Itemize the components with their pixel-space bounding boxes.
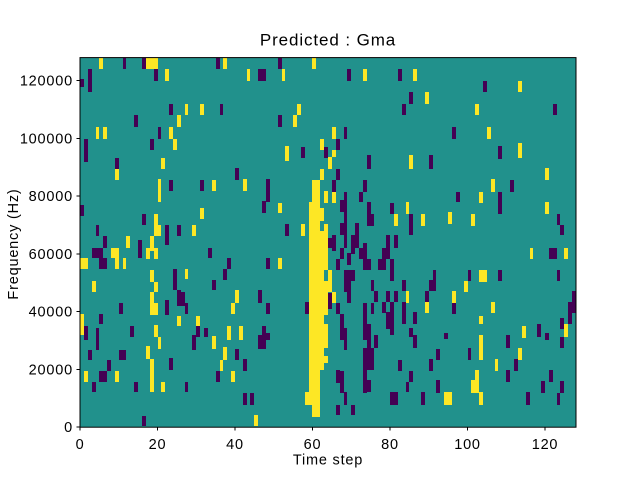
svg-text:80000: 80000 [29,189,73,205]
svg-text:120: 120 [532,437,559,453]
svg-text:0: 0 [64,420,73,436]
svg-text:60000: 60000 [29,247,73,263]
svg-text:Frequency (Hz): Frequency (Hz) [6,188,22,299]
svg-text:20000: 20000 [29,362,73,378]
svg-text:20: 20 [149,437,167,453]
svg-text:100000: 100000 [20,131,73,147]
svg-text:Time step: Time step [293,453,363,469]
svg-text:40000: 40000 [29,305,73,321]
svg-text:100: 100 [454,437,481,453]
svg-text:Predicted : Gma: Predicted : Gma [260,31,396,50]
svg-text:0: 0 [76,437,85,453]
svg-text:80: 80 [381,437,399,453]
svg-text:120000: 120000 [20,74,73,90]
svg-text:60: 60 [304,437,322,453]
svg-text:40: 40 [226,437,244,453]
